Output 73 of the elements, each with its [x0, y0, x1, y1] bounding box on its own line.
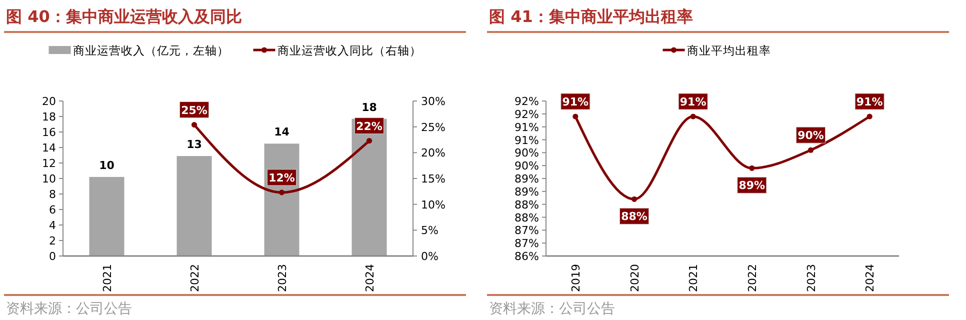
x-tick-label: 2020 — [628, 264, 642, 292]
data-label: 89% — [738, 179, 766, 192]
y-tick-label: 10 — [42, 172, 56, 186]
point — [278, 190, 285, 196]
data-label: 88% — [621, 210, 648, 224]
text: 资料来源：公司公告 — [6, 301, 132, 317]
point — [808, 147, 814, 153]
bar — [89, 176, 124, 256]
y-tick-label: 91% — [514, 120, 539, 134]
y-tick-label: 89% — [514, 185, 539, 198]
point — [631, 196, 638, 202]
y-tick-label: 87% — [514, 237, 539, 250]
y-tick-label: 12 — [42, 157, 56, 170]
x-tick-label: 2021 — [100, 264, 114, 292]
y-tick-label: 6 — [49, 204, 56, 216]
chart-title: 图 40：集中商业运营收入及同比 — [6, 7, 242, 26]
y-tick-label: 88% — [514, 211, 539, 224]
y2-tick-label: 15% — [421, 172, 446, 186]
x-tick-label: 2023 — [276, 264, 289, 292]
y2-tick-label: 5% — [421, 224, 438, 238]
point — [191, 122, 198, 128]
legend-label: 商业运营收入（亿元，左轴） — [72, 44, 229, 58]
y-tick-label: 20 — [42, 95, 56, 108]
data-label: 90% — [798, 129, 824, 142]
bar — [352, 118, 387, 256]
y-tick-label: 92% — [514, 95, 539, 108]
y2-tick-label: 20% — [421, 146, 446, 160]
point — [866, 114, 872, 120]
text: 资料来源：公司公告 — [489, 301, 615, 317]
x-tick-label: 2024 — [363, 264, 376, 292]
y-tick-label: 18 — [42, 110, 56, 124]
legend-label: 商业平均出租率 — [686, 44, 771, 58]
y-tick-label: 87% — [514, 224, 539, 238]
y-tick-label: 2 — [49, 234, 56, 248]
x-tick-label: 2021 — [687, 264, 700, 292]
y-tick-label: 88% — [514, 198, 539, 212]
y-tick-label: 4 — [49, 219, 56, 232]
point — [749, 165, 755, 171]
y2-tick-label: 10% — [421, 198, 446, 212]
x-tick-label: 2022 — [188, 264, 202, 292]
data-label: 25% — [181, 104, 208, 117]
point — [572, 114, 578, 120]
y-tick-label: 91% — [514, 134, 539, 147]
bar — [176, 156, 212, 256]
data-label: 13 — [186, 138, 202, 152]
data-label: 91% — [562, 96, 589, 108]
x-tick-label: 2024 — [864, 264, 877, 292]
x-tick-label: 2022 — [746, 264, 759, 292]
y-tick-label: 89% — [514, 172, 539, 186]
chart-title: 图 41：集中商业平均出租率 — [489, 7, 693, 26]
y2-tick-label: 0% — [421, 250, 438, 263]
data-label: 91% — [680, 96, 706, 108]
data-label: 10 — [99, 158, 115, 172]
y-tick-label: 90% — [514, 160, 539, 173]
x-tick-label: 2023 — [804, 264, 818, 292]
y-tick-label: 86% — [514, 250, 539, 263]
data-label: 18 — [362, 100, 377, 114]
data-label: 12% — [268, 171, 295, 184]
y-tick-label: 90% — [514, 146, 539, 160]
y2-tick-label: 25% — [421, 120, 446, 134]
data-label: 91% — [856, 96, 883, 108]
data-label: 14 — [274, 126, 290, 139]
y2-tick-label: 30% — [421, 95, 446, 108]
y-tick-label: 16 — [42, 126, 56, 139]
point — [690, 114, 696, 120]
point — [366, 138, 372, 144]
x-tick-label: 2019 — [569, 264, 582, 292]
y-tick-label: 92% — [514, 108, 539, 121]
y-tick-label: 14 — [42, 142, 56, 154]
y-tick-label: 0 — [49, 250, 56, 263]
y-tick-label: 8 — [49, 188, 56, 201]
legend-label: 商业运营收入同比（右轴） — [277, 44, 422, 58]
data-label: 22% — [356, 120, 382, 133]
